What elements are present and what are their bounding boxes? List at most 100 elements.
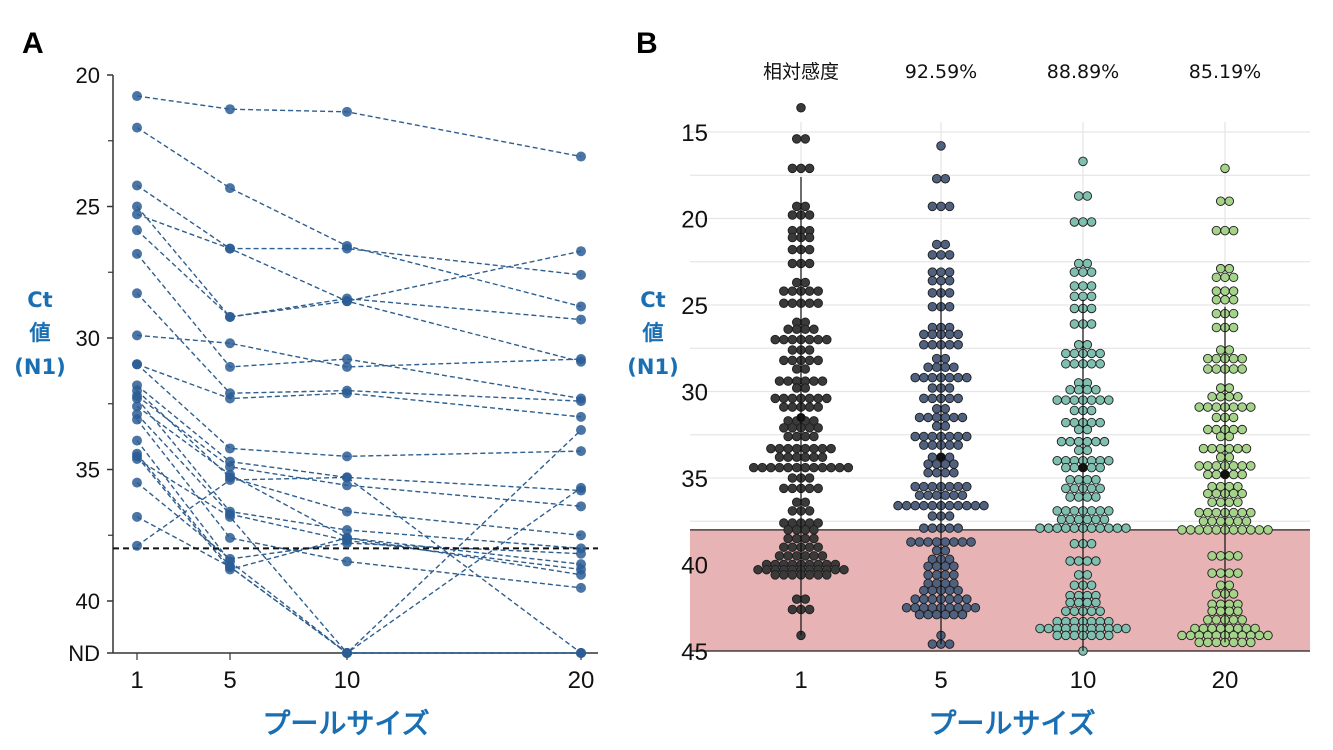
swarm-point: [817, 443, 828, 454]
swarm-point: [1228, 525, 1239, 535]
swarm-point: [944, 585, 955, 596]
swarm-point: [804, 402, 815, 412]
swarm-point: [949, 468, 959, 478]
sample-point: [576, 482, 586, 493]
y-tick-label: 30: [681, 380, 708, 407]
swarm-point: [927, 511, 938, 521]
sample-point: [576, 648, 586, 658]
swarm-point: [1061, 483, 1071, 494]
swarm-point: [1086, 580, 1097, 591]
swarm-point: [1086, 606, 1097, 616]
swarm-point: [940, 570, 951, 580]
swarm-point: [1215, 431, 1226, 442]
swarm-point: [1215, 606, 1226, 616]
swarm-point: [931, 490, 942, 501]
swarm-point: [1177, 630, 1187, 641]
sample-point: [576, 396, 586, 407]
swarm-point: [1207, 568, 1217, 578]
swarm-point: [804, 393, 815, 404]
swarm-point: [800, 383, 811, 393]
sample-point: [225, 461, 235, 472]
swarm-point: [813, 570, 823, 580]
sample-point: [576, 501, 586, 512]
swarm-point: [1086, 630, 1097, 641]
sample-point: [342, 106, 352, 117]
swarm-point: [1224, 391, 1235, 402]
swarm-point: [787, 345, 798, 355]
swarm-point: [979, 500, 989, 511]
sample-line: [136, 95, 582, 158]
swarm-point: [927, 329, 938, 340]
swarm-point: [804, 232, 815, 243]
swarm-point: [779, 570, 789, 580]
swarm-point: [919, 440, 929, 450]
swarm-point: [1211, 364, 1222, 374]
swarm-point: [787, 258, 798, 269]
swarm-point: [1203, 402, 1213, 412]
swarm-point: [927, 301, 938, 312]
swarm-point: [1211, 308, 1222, 319]
swarm-point: [822, 393, 832, 404]
swarm-point: [766, 462, 776, 473]
swarm-point: [809, 462, 819, 473]
swarm-point: [923, 561, 933, 571]
swarm-point: [1220, 272, 1230, 283]
swarm-point: [927, 481, 938, 492]
swarm-point: [809, 443, 819, 454]
swarm-point: [770, 334, 780, 345]
swarm-point: [779, 355, 789, 366]
swarm-point: [804, 163, 815, 174]
swarm-point: [1069, 538, 1080, 549]
swarm-point: [1228, 272, 1239, 283]
swarm-point: [1233, 606, 1243, 616]
y-tick-label: 20: [681, 207, 708, 234]
swarm-point: [1069, 303, 1080, 314]
swarm-point: [1099, 514, 1110, 525]
swarm-point: [1254, 630, 1265, 641]
sample-point: [576, 530, 586, 541]
swarm-point: [1194, 525, 1204, 535]
swarm-point: [791, 462, 802, 473]
swarm-point: [957, 609, 968, 620]
swarm-point: [804, 423, 815, 433]
swarm-point: [1073, 492, 1084, 502]
swarm-point: [809, 452, 819, 462]
swarm-point: [1185, 525, 1196, 535]
swarm-point: [1069, 405, 1080, 416]
swarm-point: [813, 542, 823, 552]
swarm-point: [944, 500, 955, 511]
swarm-point: [813, 334, 823, 345]
swarm-point: [910, 500, 920, 511]
swarm-point: [1198, 516, 1209, 527]
swarm-point: [1082, 385, 1093, 395]
swarm-point: [822, 570, 832, 580]
swarm-point: [1104, 630, 1114, 641]
swarm-point: [1095, 506, 1105, 516]
swarm-point: [949, 570, 959, 580]
swarm-point: [927, 201, 938, 212]
swarm-point: [791, 525, 802, 535]
swarm-point: [1073, 385, 1084, 395]
swarm-point: [1211, 295, 1222, 305]
swarm-point: [800, 431, 811, 442]
swarm-point: [748, 462, 759, 473]
y-tick-label: 35: [681, 466, 708, 493]
swarm-point: [914, 537, 925, 547]
swarm-point: [779, 334, 789, 345]
swarm-point: [936, 267, 946, 277]
swarm-point: [1052, 455, 1062, 466]
swarm-point: [940, 561, 951, 571]
swarm-point: [953, 393, 963, 404]
swarm-point: [919, 329, 929, 340]
y-tick-label: 40: [681, 553, 708, 580]
panel-b-swarm: [748, 103, 1273, 656]
sample-point: [576, 446, 586, 457]
swarm-point: [1065, 492, 1075, 502]
swarm-point: [1061, 348, 1071, 359]
sample-point: [576, 354, 586, 365]
swarm-point: [944, 329, 955, 340]
swarm-point: [1056, 514, 1067, 525]
swarm-point: [1215, 568, 1226, 578]
relative-sensitivity-value: 92.59%: [905, 61, 977, 83]
swarm-point: [809, 551, 819, 561]
